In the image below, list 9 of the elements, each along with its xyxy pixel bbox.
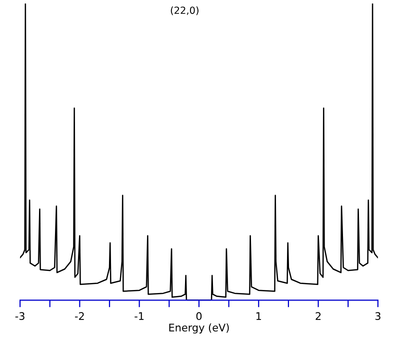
x-tick-label: 1 <box>256 312 261 320</box>
x-tick-label: 0 <box>196 312 202 320</box>
x-axis-title: Energy (eV) <box>169 323 229 334</box>
x-tick-label: -3 <box>15 312 24 320</box>
x-tick-label: -2 <box>75 312 84 320</box>
chart-title: (22,0) <box>170 6 198 16</box>
x-tick-label: 3 <box>375 312 380 320</box>
x-tick-label: -1 <box>134 312 144 320</box>
x-tick-label: 2 <box>316 312 321 320</box>
